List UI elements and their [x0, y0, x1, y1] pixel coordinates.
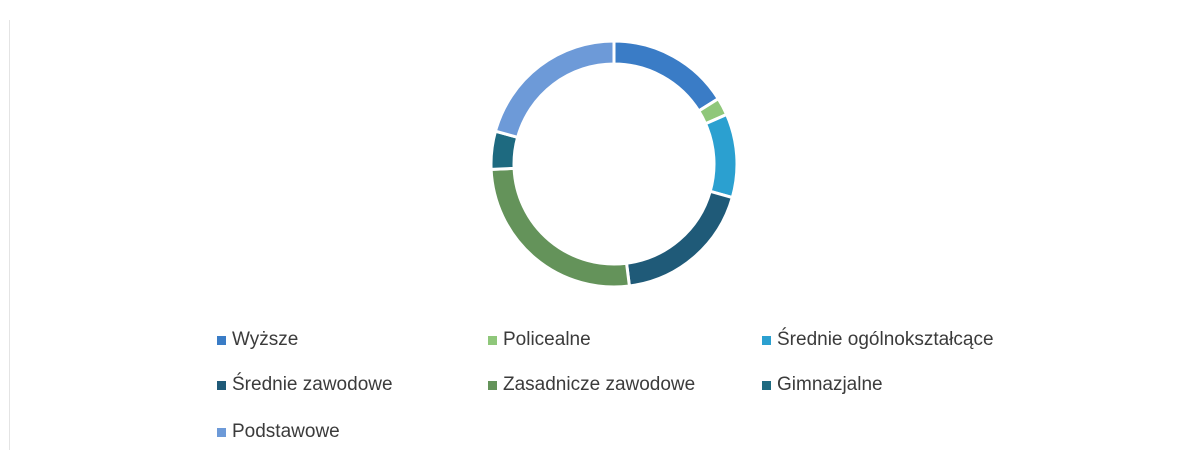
doughnut-slice — [493, 39, 616, 140]
legend-label: Średnie zawodowe — [232, 374, 393, 395]
legend-label: Średnie ogólnokształcące — [777, 329, 994, 350]
legend-swatch — [217, 335, 226, 345]
legend-item: Średnie ogólnokształcące — [762, 329, 994, 351]
frame-edge — [9, 20, 10, 450]
legend-item: Policealne — [488, 329, 591, 351]
legend-swatch — [217, 427, 226, 437]
legend-label: Zasadnicze zawodowe — [503, 374, 696, 395]
legend-item: Podstawowe — [217, 421, 340, 443]
legend-label: Podstawowe — [232, 421, 340, 442]
legend-swatch — [217, 380, 226, 390]
legend-item: Zasadnicze zawodowe — [488, 374, 695, 396]
doughnut-chart — [489, 39, 739, 289]
legend-item: Średnie zawodowe — [217, 374, 393, 396]
legend-item: Wyższe — [217, 329, 298, 351]
legend-swatch — [762, 335, 771, 345]
legend-item: Gimnazjalne — [762, 374, 883, 396]
legend-swatch — [488, 335, 497, 345]
legend-swatch — [488, 380, 497, 390]
legend-label: Wyższe — [232, 329, 299, 350]
legend-label: Gimnazjalne — [777, 374, 883, 395]
legend-swatch — [762, 380, 771, 390]
legend-label: Policealne — [503, 329, 591, 350]
